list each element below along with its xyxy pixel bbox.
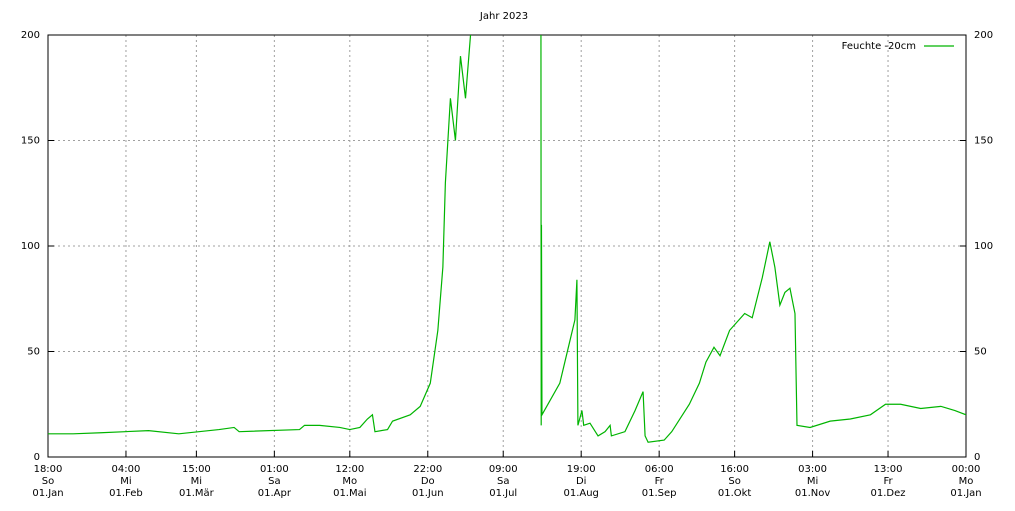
x-tick-label: 01.Sep (642, 488, 677, 499)
y-tick-label: 0 (34, 452, 40, 463)
x-tick-label: Mi (191, 476, 202, 487)
x-tick-label: Fr (655, 476, 665, 487)
x-tick-label: 03:00 (798, 464, 827, 475)
x-tick-label: 04:00 (112, 464, 141, 475)
x-tick-label: 01.Okt (718, 488, 752, 499)
x-tick-label: 01.Mär (179, 488, 215, 499)
legend-label: Feuchte -20cm (842, 41, 916, 52)
x-tick-label: 01.Jan (950, 488, 981, 499)
y-tick-label: 200 (21, 30, 40, 41)
y-tick-label: 50 (27, 347, 40, 358)
x-tick-label: 09:00 (489, 464, 518, 475)
x-tick-label: Mi (120, 476, 131, 487)
x-tick-label: So (728, 476, 740, 487)
x-tick-label: 01.Feb (109, 488, 143, 499)
chart-title: Jahr 2023 (479, 11, 528, 22)
y2-tick-label: 50 (974, 347, 987, 358)
x-tick-label: Do (421, 476, 435, 487)
x-tick-label: 01.Apr (258, 488, 292, 499)
y2-tick-label: 100 (974, 241, 993, 252)
x-tick-label: 01.Aug (563, 488, 598, 499)
x-tick-label: 12:00 (335, 464, 364, 475)
x-tick-label: 01.Jul (489, 488, 517, 499)
x-tick-label: 19:00 (567, 464, 596, 475)
y2-tick-label: 200 (974, 30, 993, 41)
x-tick-label: 01.Jun (412, 488, 444, 499)
y2-tick-label: 150 (974, 136, 993, 147)
x-tick-label: Mo (342, 476, 357, 487)
x-tick-label: 16:00 (720, 464, 749, 475)
x-tick-label: Mo (959, 476, 974, 487)
x-tick-label: Di (576, 476, 586, 487)
x-tick-label: 00:00 (952, 464, 981, 475)
x-tick-label: 01:00 (260, 464, 289, 475)
x-tick-label: 01.Jan (32, 488, 63, 499)
x-tick-label: 15:00 (182, 464, 211, 475)
x-tick-label: 06:00 (645, 464, 674, 475)
x-tick-label: Mi (807, 476, 818, 487)
x-tick-label: 01.Mai (333, 488, 366, 499)
x-tick-label: Sa (268, 476, 280, 487)
y-tick-label: 150 (21, 136, 40, 147)
x-tick-label: Fr (883, 476, 893, 487)
x-tick-label: 01.Nov (795, 488, 831, 499)
y2-tick-label: 0 (974, 452, 980, 463)
x-tick-label: So (42, 476, 54, 487)
x-tick-label: 18:00 (34, 464, 63, 475)
x-tick-label: 01.Dez (871, 488, 906, 499)
x-tick-label: Sa (497, 476, 509, 487)
plot-frame (47, 34, 967, 458)
x-tick-label: 22:00 (413, 464, 442, 475)
data-line (48, 35, 966, 443)
y-tick-label: 100 (21, 241, 40, 252)
x-tick-label: 13:00 (874, 464, 903, 475)
